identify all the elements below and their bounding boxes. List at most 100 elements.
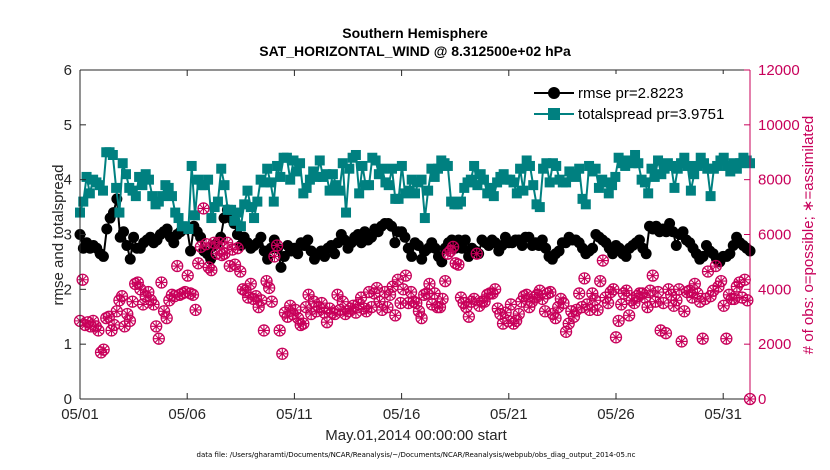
data-point bbox=[729, 293, 740, 304]
data-point bbox=[298, 318, 309, 329]
data-point bbox=[143, 174, 154, 185]
data-point bbox=[469, 293, 480, 304]
data-point bbox=[672, 163, 683, 174]
data-point bbox=[270, 239, 284, 252]
data-point bbox=[637, 288, 648, 299]
data-point bbox=[544, 177, 555, 188]
data-point bbox=[574, 288, 585, 299]
data-point bbox=[656, 169, 667, 180]
data-point bbox=[616, 299, 627, 310]
data-point bbox=[718, 300, 729, 311]
data-point bbox=[462, 310, 476, 323]
data-point bbox=[193, 258, 204, 269]
data-point bbox=[243, 292, 254, 303]
data-point bbox=[427, 299, 438, 310]
legend-box bbox=[528, 74, 742, 128]
data-point bbox=[613, 315, 624, 326]
x-tick-label: 05/31 bbox=[704, 406, 742, 423]
data-point bbox=[239, 199, 250, 210]
data-point bbox=[186, 160, 197, 171]
data-point bbox=[408, 296, 419, 307]
data-point bbox=[148, 299, 159, 310]
data-point bbox=[350, 307, 361, 318]
data-point bbox=[366, 302, 377, 313]
data-point bbox=[272, 160, 283, 171]
data-point bbox=[356, 292, 367, 303]
data-point bbox=[664, 218, 676, 230]
data-point bbox=[279, 307, 290, 318]
data-point bbox=[134, 171, 145, 182]
data-point bbox=[587, 242, 599, 254]
data-point bbox=[256, 295, 267, 306]
data-point bbox=[725, 166, 736, 177]
data-point bbox=[94, 180, 105, 191]
data-point bbox=[269, 251, 280, 262]
data-point bbox=[666, 160, 677, 171]
data-point bbox=[590, 163, 601, 174]
data-point bbox=[361, 306, 372, 317]
data-point bbox=[151, 321, 162, 332]
data-point bbox=[298, 188, 309, 199]
data-point bbox=[498, 169, 509, 180]
data-point bbox=[392, 274, 403, 285]
data-point bbox=[558, 298, 569, 309]
data-point bbox=[377, 304, 388, 315]
data-point bbox=[463, 311, 474, 322]
data-point bbox=[155, 276, 168, 289]
data-point bbox=[214, 237, 225, 248]
data-point bbox=[117, 291, 128, 302]
data-point bbox=[639, 177, 650, 188]
data-point bbox=[660, 328, 671, 339]
data-point bbox=[295, 158, 306, 169]
data-point bbox=[500, 307, 511, 318]
data-point bbox=[232, 207, 243, 218]
data-point bbox=[574, 163, 585, 174]
data-point bbox=[582, 299, 593, 310]
data-point bbox=[442, 160, 453, 171]
data-point bbox=[265, 295, 278, 308]
data-point bbox=[540, 306, 551, 317]
data-point bbox=[400, 270, 411, 281]
y-tick-label: 3 bbox=[64, 227, 72, 244]
data-point bbox=[159, 306, 170, 317]
data-point bbox=[209, 237, 219, 248]
data-point bbox=[739, 274, 750, 285]
data-point bbox=[190, 304, 201, 315]
data-point bbox=[321, 317, 332, 328]
data-point bbox=[369, 288, 380, 299]
data-point bbox=[88, 315, 99, 326]
data-point bbox=[163, 182, 174, 193]
data-point bbox=[737, 292, 748, 303]
data-point bbox=[128, 231, 140, 243]
data-point bbox=[479, 296, 490, 307]
data-point bbox=[485, 182, 496, 193]
data-point bbox=[445, 245, 456, 256]
data-point bbox=[695, 296, 706, 307]
data-point bbox=[513, 309, 524, 320]
data-point bbox=[192, 257, 205, 270]
data-point bbox=[578, 272, 591, 285]
legend: rmse pr=2.8223 totalspread pr=3.9751 bbox=[528, 74, 742, 128]
data-point bbox=[653, 155, 664, 166]
data-point bbox=[261, 276, 272, 287]
data-point bbox=[663, 284, 674, 295]
data-point bbox=[700, 293, 711, 304]
legend-marker-totalspread bbox=[548, 108, 560, 120]
data-point bbox=[335, 304, 346, 315]
data-point bbox=[387, 281, 398, 292]
data-point bbox=[308, 296, 319, 307]
data-point bbox=[512, 307, 525, 321]
data-point bbox=[561, 326, 572, 337]
data-point bbox=[240, 285, 251, 296]
data-point bbox=[622, 309, 636, 322]
data-point bbox=[432, 163, 443, 174]
data-point bbox=[274, 325, 285, 336]
data-point bbox=[137, 180, 148, 191]
data-point bbox=[327, 169, 338, 180]
data-point bbox=[379, 287, 390, 298]
data-point bbox=[419, 213, 430, 224]
data-point bbox=[734, 277, 745, 288]
data-point bbox=[679, 152, 690, 163]
data-point bbox=[495, 309, 506, 320]
data-point bbox=[458, 298, 469, 309]
